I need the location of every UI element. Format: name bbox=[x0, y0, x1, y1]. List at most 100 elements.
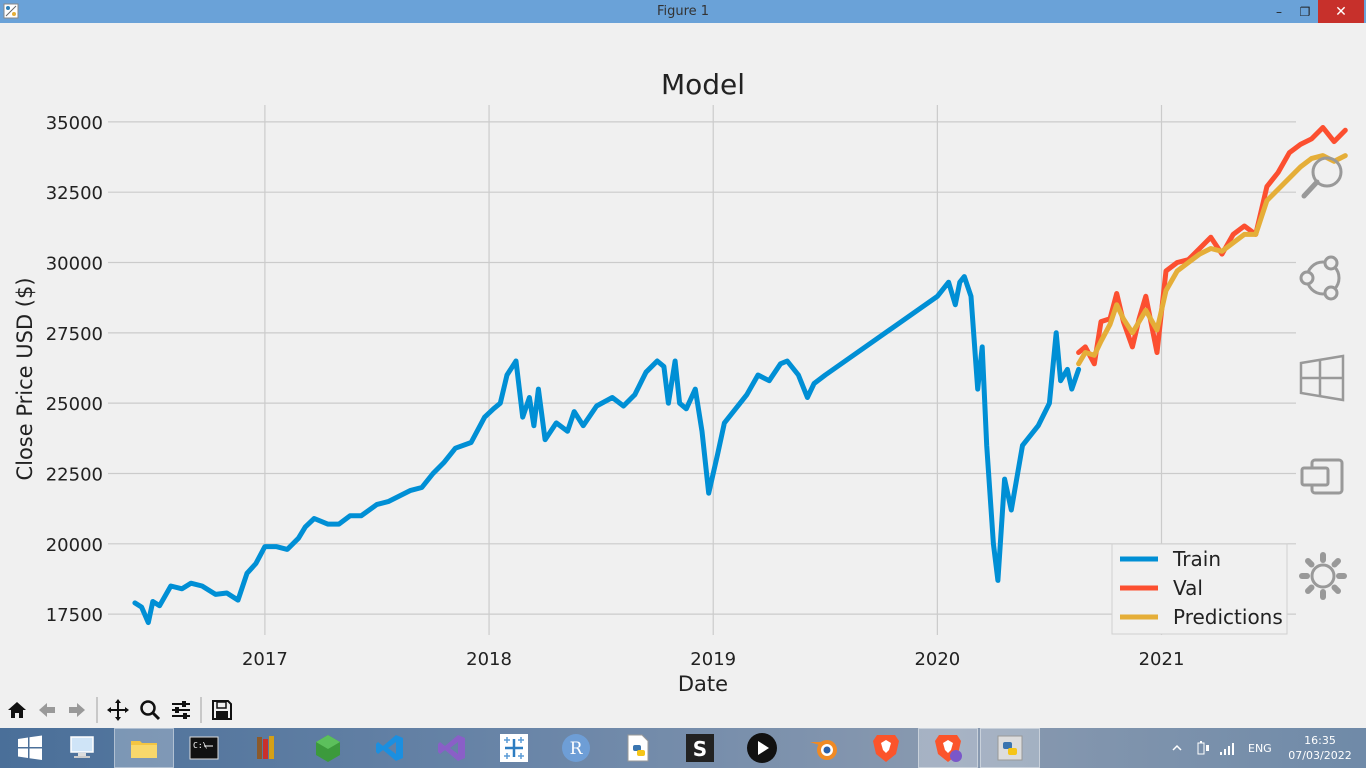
clock[interactable]: 16:35 07/03/2022 bbox=[1280, 733, 1360, 763]
home-button[interactable] bbox=[3, 695, 31, 725]
series-line-predictions bbox=[1076, 153, 1348, 367]
x-tick-label: 2019 bbox=[690, 649, 736, 670]
share-charm-icon[interactable] bbox=[1296, 251, 1350, 305]
vscode-button[interactable] bbox=[360, 728, 420, 768]
zoom-icon bbox=[140, 700, 161, 721]
this-pc-button[interactable] bbox=[52, 728, 112, 768]
y-tick-label: 20000 bbox=[46, 535, 103, 556]
y-axis-label: Close Price USD ($) bbox=[13, 277, 37, 480]
close-button[interactable]: ✕ bbox=[1318, 0, 1364, 23]
media-player-icon bbox=[747, 733, 777, 763]
title-bar: Figure 1 – ❐ ✕ bbox=[0, 0, 1366, 23]
x-tick-label: 2021 bbox=[1139, 649, 1185, 670]
close-icon: ✕ bbox=[1335, 3, 1347, 20]
save-button[interactable] bbox=[208, 695, 236, 725]
command-prompt-button[interactable]: C:\ bbox=[174, 728, 234, 768]
minimize-button[interactable]: – bbox=[1265, 0, 1293, 23]
python-file-button[interactable] bbox=[608, 728, 668, 768]
configure-subplots-button[interactable] bbox=[167, 695, 195, 725]
pan-button[interactable] bbox=[104, 695, 132, 725]
legend-label-val: Val bbox=[1173, 576, 1203, 600]
signal-icon bbox=[1220, 743, 1234, 755]
clock-time: 16:35 bbox=[1304, 734, 1336, 747]
pan-icon bbox=[107, 699, 129, 721]
brave-beta-button[interactable] bbox=[918, 728, 978, 768]
y-tick-label: 30000 bbox=[46, 254, 103, 275]
toolbar-separator bbox=[96, 697, 98, 723]
forward-button[interactable] bbox=[63, 695, 91, 725]
series-line-val bbox=[1076, 125, 1348, 367]
s-app-button[interactable]: S bbox=[670, 728, 730, 768]
back-icon bbox=[39, 703, 55, 717]
media-player-button[interactable] bbox=[732, 728, 792, 768]
node-button[interactable] bbox=[298, 728, 358, 768]
devices-charm-icon[interactable] bbox=[1296, 450, 1350, 504]
library-icon bbox=[257, 736, 274, 759]
python-running-icon bbox=[997, 735, 1023, 761]
windows-start-icon bbox=[18, 735, 42, 760]
y-tick-label: 17500 bbox=[46, 605, 103, 626]
visual-studio-button[interactable] bbox=[422, 728, 482, 768]
network-status[interactable] bbox=[1219, 728, 1235, 768]
y-tick-label: 27500 bbox=[46, 324, 103, 345]
zoom-button[interactable] bbox=[136, 695, 164, 725]
r-button[interactable]: R bbox=[546, 728, 606, 768]
y-tick-label: 25000 bbox=[46, 394, 103, 415]
svg-text:C:\: C:\ bbox=[193, 741, 208, 750]
series-line-train bbox=[132, 274, 1082, 626]
language-indicator[interactable]: ENG bbox=[1248, 741, 1272, 755]
battery-plug-icon bbox=[1197, 741, 1209, 755]
window-title: Figure 1 bbox=[656, 4, 710, 19]
home-icon bbox=[8, 702, 26, 718]
maximize-button[interactable]: ❐ bbox=[1291, 0, 1319, 23]
blender-icon bbox=[810, 740, 837, 760]
chart-legend: Train Val Predictions bbox=[1111, 543, 1288, 635]
start-charm-icon[interactable] bbox=[1296, 351, 1350, 405]
chart-title: Model bbox=[661, 68, 745, 101]
maximize-icon: ❐ bbox=[1299, 4, 1311, 19]
model-chart: 17500 20000 22500 25000 27500 30000 32500 35000… bbox=[13, 68, 1348, 693]
legend-label-train: Train bbox=[1172, 547, 1221, 571]
vscode-icon bbox=[376, 735, 403, 761]
brave-icon bbox=[873, 735, 899, 762]
x-tick-label: 2020 bbox=[914, 649, 960, 670]
computer-icon bbox=[70, 736, 94, 758]
brave-button[interactable] bbox=[856, 728, 916, 768]
y-tick-label: 22500 bbox=[46, 464, 103, 485]
taskbar: C:\ R S bbox=[0, 728, 1366, 768]
file-explorer-button[interactable] bbox=[114, 728, 174, 768]
python-running-button[interactable] bbox=[980, 728, 1040, 768]
python-app-icon bbox=[3, 3, 19, 19]
back-button[interactable] bbox=[33, 695, 61, 725]
svg-text:R: R bbox=[570, 739, 584, 759]
power-status[interactable] bbox=[1195, 728, 1211, 768]
chevron-up-icon bbox=[1172, 744, 1182, 751]
library-button[interactable] bbox=[236, 728, 296, 768]
toolbar-separator bbox=[200, 697, 202, 723]
start-button[interactable] bbox=[0, 728, 60, 768]
chart-grid bbox=[108, 105, 1296, 635]
save-icon bbox=[212, 700, 232, 720]
tableau-button[interactable] bbox=[484, 728, 544, 768]
visual-studio-icon bbox=[438, 735, 465, 761]
command-prompt-icon: C:\ bbox=[189, 736, 219, 760]
x-tick-label: 2018 bbox=[466, 649, 512, 670]
configure-subplots-icon bbox=[172, 701, 190, 719]
show-hidden-icons-button[interactable] bbox=[1172, 728, 1182, 768]
chart-ticks: 17500 20000 22500 25000 27500 30000 32500 35000… bbox=[46, 113, 1185, 670]
node-icon bbox=[316, 735, 340, 762]
x-axis-label: Date bbox=[678, 672, 728, 693]
tableau-icon bbox=[500, 734, 528, 762]
minimize-icon: – bbox=[1276, 4, 1282, 19]
clock-date: 07/03/2022 bbox=[1288, 749, 1352, 762]
search-charm-icon[interactable] bbox=[1296, 152, 1350, 206]
chart-series bbox=[132, 125, 1348, 626]
blender-button[interactable] bbox=[794, 728, 854, 768]
x-tick-label: 2017 bbox=[242, 649, 288, 670]
y-tick-label: 32500 bbox=[46, 183, 103, 204]
settings-charm-icon[interactable] bbox=[1296, 549, 1350, 603]
navigation-toolbar bbox=[0, 693, 1366, 728]
r-icon: R bbox=[562, 734, 590, 762]
svg-text:S: S bbox=[693, 737, 707, 761]
file-explorer-icon bbox=[131, 741, 157, 758]
